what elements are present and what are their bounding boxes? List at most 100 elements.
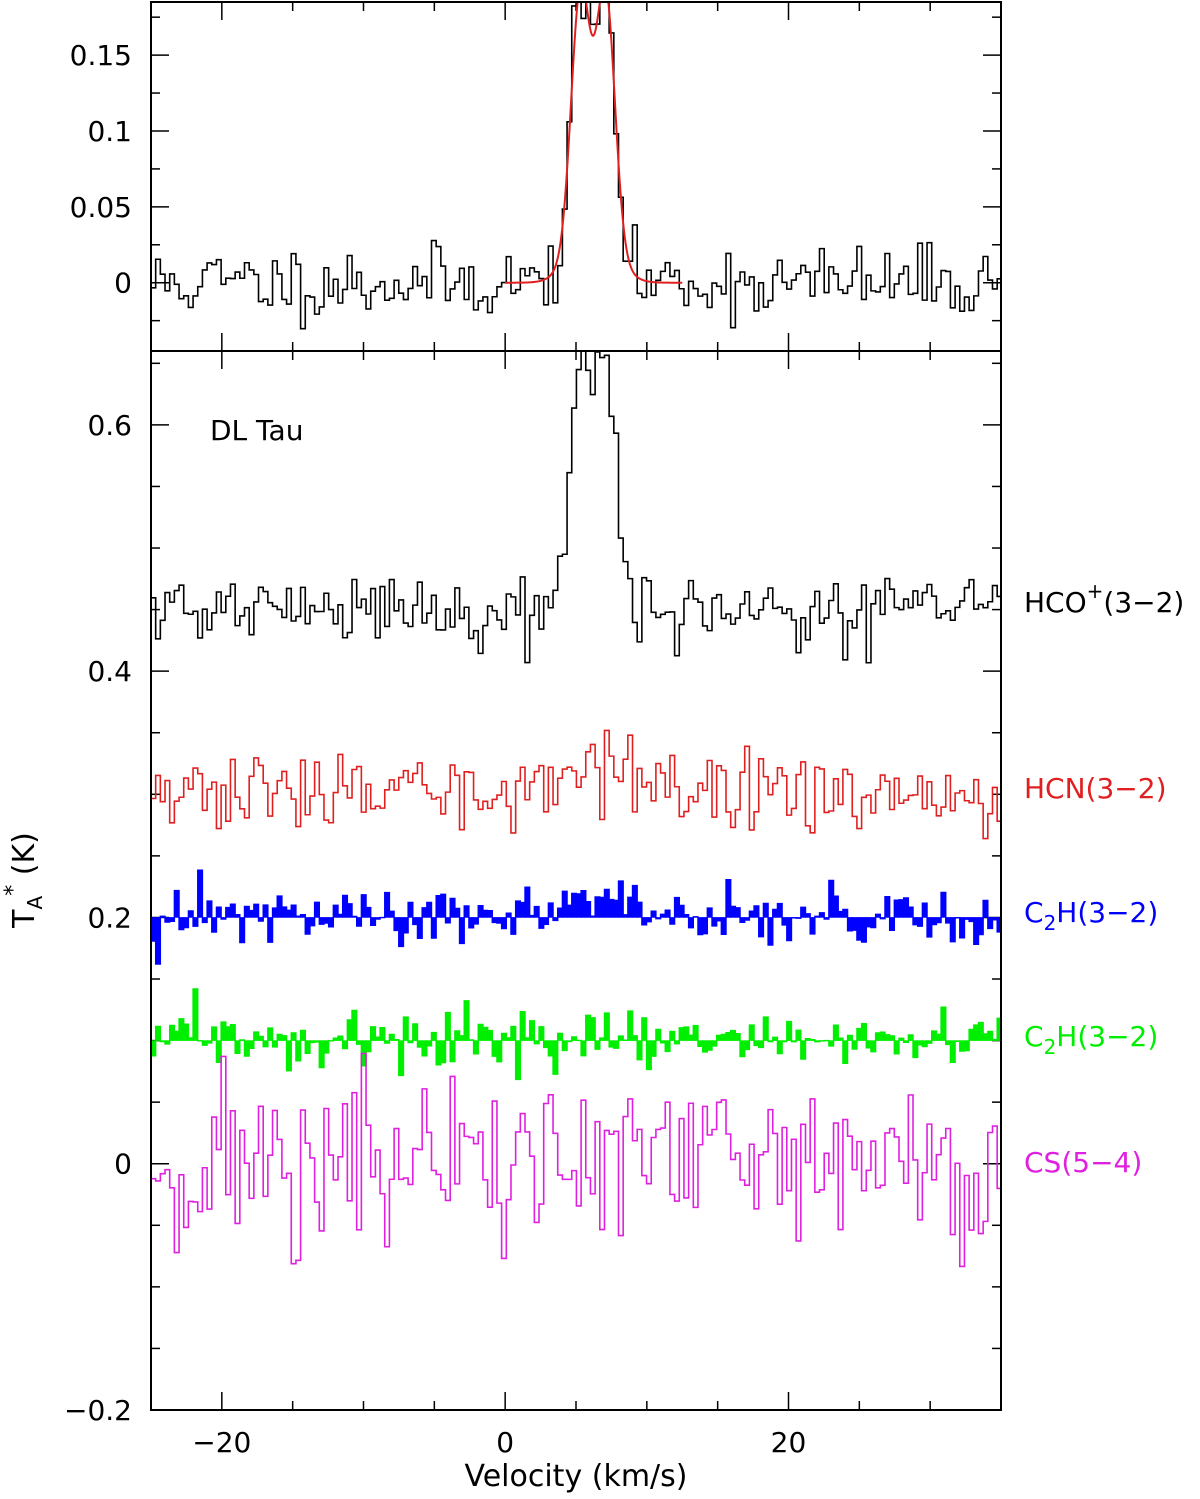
series-bottom-4-histogram xyxy=(151,1052,1001,1268)
series-bottom-3-bar xyxy=(225,1026,231,1041)
series-bottom-3-bar xyxy=(613,1040,619,1049)
series-bottom-3-bar xyxy=(650,1040,657,1057)
series-bottom-2-bar xyxy=(945,917,951,924)
series-bottom-2-bar xyxy=(370,917,376,926)
series-bottom-3-bar xyxy=(178,1018,185,1041)
plot-area xyxy=(151,2,1001,330)
series-bottom-2-bar xyxy=(650,910,657,918)
series-bottom-2-bar xyxy=(197,869,203,918)
series-bottom-2-bar xyxy=(599,897,605,918)
series-bottom-3-bar xyxy=(931,1030,937,1041)
series-bottom-2-bar xyxy=(978,917,984,935)
series-bottom-3-bar xyxy=(389,1034,395,1041)
series-bottom-2-outline xyxy=(151,869,1001,965)
series-bottom-2-bar xyxy=(248,910,255,918)
series-bottom-2-bar xyxy=(903,897,909,918)
series-bottom-3-bar xyxy=(174,1031,180,1041)
series-bottom-2-bar xyxy=(922,902,928,918)
series-bottom-2-bar xyxy=(749,910,755,918)
series-bottom-3-bar xyxy=(501,1033,507,1041)
series-bottom-2-bar xyxy=(314,901,320,918)
series-bottom-3-bar xyxy=(725,1032,731,1041)
series-bottom-2-bars xyxy=(151,869,1007,965)
series-bottom-3-bar xyxy=(865,1040,872,1049)
series-bottom-3-bar xyxy=(347,1019,353,1041)
y-axis-title-unit: (K) xyxy=(7,832,42,885)
series-bottom-2-bar xyxy=(842,909,848,918)
series-bottom-3-bar xyxy=(435,1040,442,1066)
series-bottom-3-bar xyxy=(632,1035,638,1041)
series-bottom-2-bar xyxy=(608,899,615,918)
series-bottom-2-bar xyxy=(636,902,643,918)
series-bottom-3-bar xyxy=(753,1040,760,1046)
series-bottom-2-bar xyxy=(421,907,428,918)
series-bottom-2-bar xyxy=(468,917,474,929)
series-bottom-2-bar xyxy=(847,917,853,932)
series-bottom-3-bar xyxy=(454,1030,460,1041)
series-bottom-3-bar xyxy=(735,1033,741,1041)
series-bottom-3-bar xyxy=(445,1012,451,1041)
series-bottom-3-bar xyxy=(641,1017,647,1041)
series-bottom-2-bar xyxy=(286,909,292,918)
y-tick-label: 0.4 xyxy=(87,655,132,688)
series-bottom-3-bar xyxy=(538,1026,544,1041)
series-bottom-2-bar xyxy=(763,903,769,918)
series-bottom-2-bar xyxy=(865,917,872,928)
x-tick-label: 20 xyxy=(771,1426,807,1459)
series-bottom-2-bar xyxy=(548,902,554,918)
series-bottom-3-bar xyxy=(959,1040,965,1052)
series-bottom-2-bar xyxy=(936,917,942,923)
series-label-c2h-blue: C2H(3−2) xyxy=(1024,896,1158,935)
series-bottom-2-bar xyxy=(202,917,208,923)
series-bottom-3-bar xyxy=(968,1029,975,1041)
series-bottom-2-bar xyxy=(786,917,792,941)
series-bottom-2-bar xyxy=(178,917,185,930)
series-bottom-2-bar xyxy=(711,917,717,927)
series-bottom-2-bar xyxy=(837,911,844,918)
series-bottom-3-bar xyxy=(365,1040,372,1052)
y-tick-label: 0.15 xyxy=(70,39,132,72)
series-bottom-2-bar xyxy=(725,879,731,918)
series-bottom-2-bar xyxy=(884,896,890,918)
series-bottom-3-bar xyxy=(272,1040,278,1048)
series-bottom-3-bar xyxy=(426,1040,432,1047)
series-bottom-3-bar xyxy=(922,1040,928,1047)
series-bottom-3-bar xyxy=(604,1012,610,1041)
series-bottom-3-bar xyxy=(678,1027,685,1041)
series-bottom-3-bar xyxy=(491,1040,498,1057)
series-bottom-3-bar xyxy=(304,1040,311,1054)
series-bottom-2-bar xyxy=(562,891,568,918)
series-bottom-2-bar xyxy=(515,900,521,918)
series-bottom-3-bar xyxy=(529,1020,535,1041)
series-bottom-3-bar xyxy=(562,1040,568,1051)
series-bottom-3-bar xyxy=(786,1021,792,1041)
series-bottom-2-bar xyxy=(702,917,708,934)
series-bottom-3-bar xyxy=(702,1040,708,1053)
series-bottom-3-bar xyxy=(543,1040,549,1048)
series-bottom-3-bar xyxy=(875,1032,881,1041)
series-bottom-2-bar xyxy=(1002,895,1007,917)
series-bottom-3-bar xyxy=(636,1040,643,1060)
series-bottom-3-bar xyxy=(669,1031,675,1041)
series-bottom-2-bar xyxy=(417,917,423,939)
series-bottom-2-bar xyxy=(276,895,283,918)
series-top-0-histogram xyxy=(151,2,1001,330)
series-bottom-3-bar xyxy=(763,1016,769,1041)
top-panel: 0 0.05 0.1 0.15 xyxy=(70,1,1002,352)
series-bottom-2-bar xyxy=(912,917,918,925)
series-bottom-3-bar xyxy=(370,1026,376,1041)
series-bottom-3-bar xyxy=(697,1040,703,1047)
series-bottom-1-histogram xyxy=(151,729,1001,840)
y-tick-label: −0.2 xyxy=(64,1394,132,1427)
series-bottom-2-bar xyxy=(557,907,563,918)
series-bottom-2-bar xyxy=(739,917,746,923)
series-bottom-3-bar xyxy=(155,1026,161,1041)
series-bottom-3-bar xyxy=(758,1040,764,1048)
series-bottom-3-bar xyxy=(856,1028,862,1041)
y-tick-label: 0 xyxy=(114,267,132,300)
series-bottom-2-bar xyxy=(828,880,834,918)
series-bottom-2-bar xyxy=(412,917,418,925)
top-panel-frame xyxy=(150,1,1002,352)
y-tick-label: 0 xyxy=(114,1148,132,1181)
series-bottom-2-bar xyxy=(898,899,904,918)
